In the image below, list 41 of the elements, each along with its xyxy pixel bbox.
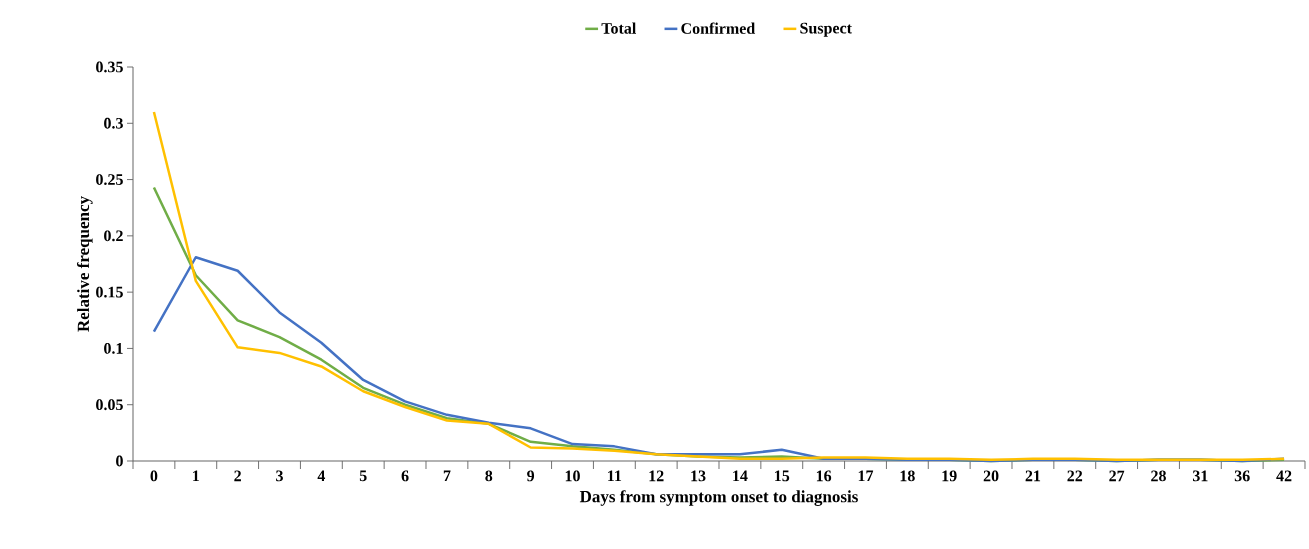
x-tick-label: 5 — [359, 470, 367, 482]
x-tick-label: 3 — [276, 470, 283, 482]
x-tick-label: 20 — [983, 470, 999, 482]
x-tick-label: 17 — [858, 470, 874, 482]
x-tick-label: 31 — [1192, 470, 1208, 482]
y-tick-label: 0.15 — [96, 286, 123, 298]
x-tick-label: 12 — [649, 470, 664, 482]
x-tick-label: 0 — [150, 470, 158, 482]
x-tick-label: 19 — [942, 470, 957, 482]
y-tick-label: 0.2 — [104, 230, 123, 242]
x-tick-label: 21 — [1025, 470, 1041, 482]
y-tick-label: 0 — [116, 455, 123, 467]
x-tick-label: 14 — [733, 470, 748, 482]
x-tick-label: 10 — [565, 470, 580, 482]
x-tick-label: 6 — [401, 470, 409, 482]
x-tick-label: 9 — [527, 470, 535, 482]
x-tick-label: 11 — [608, 470, 622, 482]
x-tick-label: 2 — [234, 470, 241, 482]
x-tick-label: 4 — [317, 470, 326, 482]
x-tick-label: 36 — [1234, 470, 1250, 482]
y-tick-label: 0.35 — [96, 61, 123, 73]
x-tick-label: 13 — [691, 470, 706, 482]
y-tick-label: 0.1 — [104, 343, 123, 354]
x-tick-label: 42 — [1276, 470, 1292, 482]
legend-label: Suspect — [800, 22, 852, 37]
y-tick-label: 0.25 — [96, 174, 123, 185]
x-tick-label: 22 — [1067, 470, 1083, 482]
x-tick-label: 1 — [193, 470, 199, 482]
x-tick-label: 18 — [900, 470, 915, 482]
y-tick-label: 0.05 — [96, 399, 123, 411]
x-tick-label: 15 — [775, 470, 790, 482]
legend-label: Total — [601, 22, 637, 34]
x-tick-label: 28 — [1151, 470, 1166, 482]
x-tick-label: 27 — [1109, 470, 1125, 482]
x-tick-label: 7 — [443, 470, 451, 482]
legend-label: Confirmed — [681, 22, 756, 34]
x-axis-title: Days from symptom onset to diagnosis — [579, 490, 858, 506]
y-axis-title: Relative frequency — [76, 196, 93, 332]
x-tick-label: 16 — [816, 470, 832, 482]
y-tick-label: 0.3 — [104, 117, 123, 129]
x-tick-label: 8 — [485, 470, 493, 482]
